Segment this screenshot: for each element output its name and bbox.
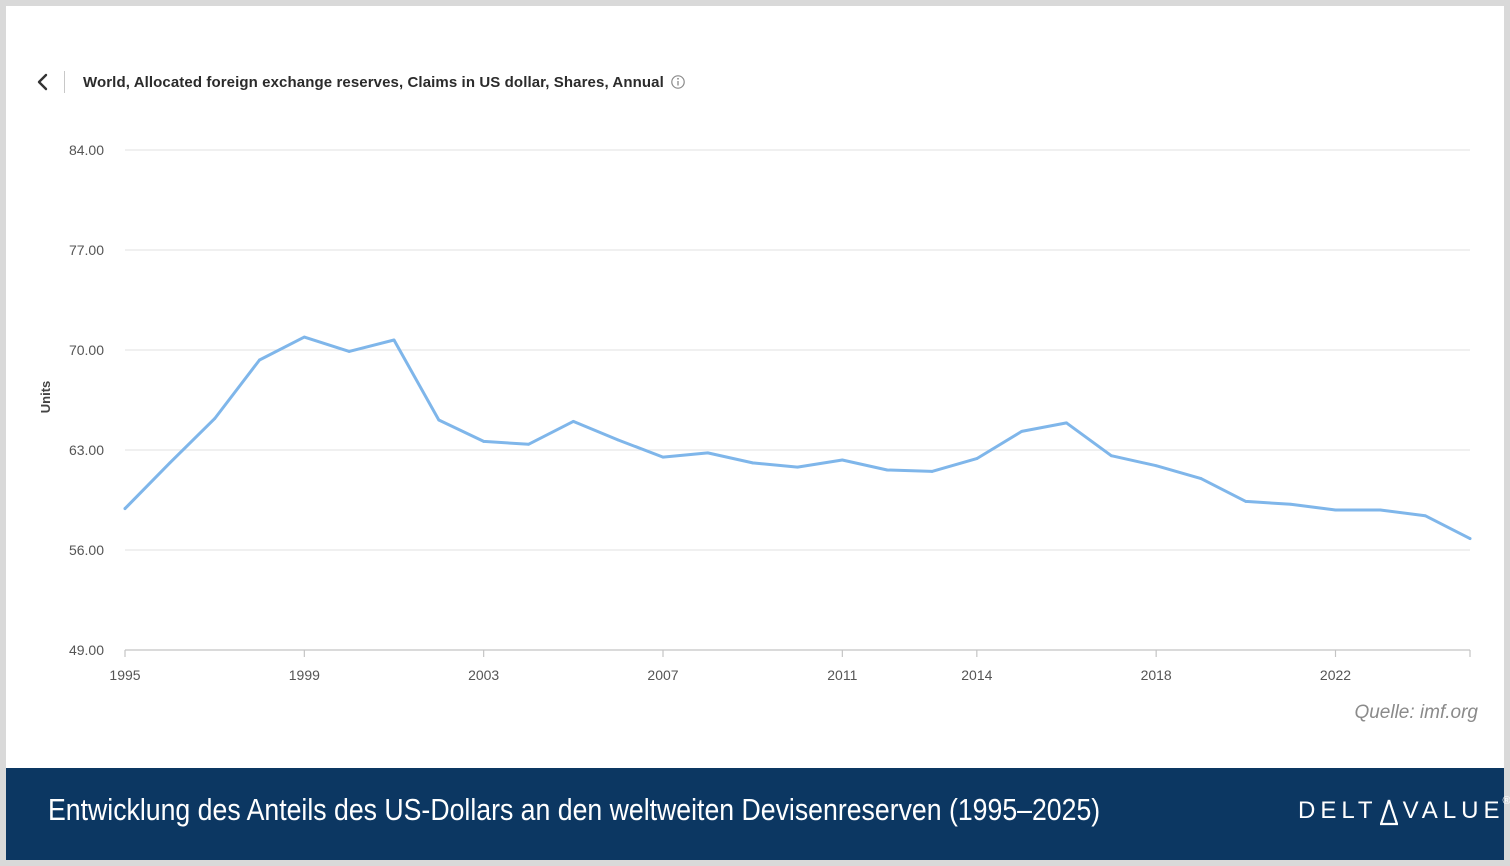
chart-title: World, Allocated foreign exchange reserv…	[83, 73, 664, 91]
x-tick-label: 1995	[109, 667, 140, 683]
y-tick-label: 70.00	[69, 342, 104, 358]
delta-triangle-icon	[1379, 799, 1398, 826]
header-divider	[64, 71, 65, 93]
data-point	[616, 438, 620, 442]
brand-logo: DELT VALUE ®	[1298, 794, 1510, 828]
line-chart: 49.00 56.00 63.00 70.00 77.00 84.00 1995 1999 20…	[38, 142, 1472, 683]
data-point	[302, 335, 306, 339]
data-point	[1334, 508, 1337, 512]
data-point	[840, 458, 844, 462]
data-point	[168, 461, 172, 465]
chevron-left-icon	[37, 73, 48, 91]
data-point	[437, 418, 441, 422]
data-point	[571, 420, 575, 423]
data-point	[527, 442, 530, 446]
back-button[interactable]	[30, 69, 56, 95]
data-point	[975, 457, 979, 460]
footer-banner: Entwicklung des Anteils des US-Dollars a…	[6, 768, 1510, 860]
data-point	[347, 350, 351, 353]
x-tick-label: 1999	[289, 667, 320, 683]
y-tick-label: 56.00	[69, 542, 104, 558]
data-point	[482, 440, 486, 443]
data-point	[1020, 430, 1024, 433]
data-point	[392, 338, 396, 342]
data-point	[1378, 508, 1382, 512]
data-point	[258, 358, 261, 362]
chart-header: World, Allocated foreign exchange reserv…	[30, 62, 686, 102]
data-point	[751, 461, 755, 465]
x-tick-label: 2018	[1141, 667, 1172, 683]
x-tick-label: 2014	[961, 667, 992, 683]
data-point	[1109, 454, 1113, 458]
source-note: Quelle: imf.org	[1354, 702, 1478, 723]
footer-caption: Entwicklung des Anteils des US-Dollars a…	[48, 792, 1101, 827]
y-axis-label: Units	[38, 381, 53, 414]
data-point	[1244, 500, 1248, 503]
y-tick-label: 49.00	[69, 642, 104, 658]
data-point	[1468, 537, 1472, 540]
y-tick-label: 63.00	[69, 442, 104, 458]
data-point	[213, 417, 217, 420]
info-icon	[671, 75, 685, 89]
data-point	[1154, 464, 1158, 468]
x-tick-label: 2022	[1320, 667, 1351, 683]
x-tick-label: 2003	[468, 667, 499, 683]
registered-mark: ®	[1502, 795, 1510, 807]
data-point	[885, 468, 889, 472]
data-point	[796, 465, 799, 469]
y-tick-label: 77.00	[69, 242, 104, 258]
data-point	[1199, 477, 1203, 480]
x-tick-label: 2007	[647, 667, 678, 683]
data-point	[123, 507, 127, 510]
brand-prefix: DELT	[1298, 797, 1378, 824]
data-point	[1289, 502, 1293, 506]
data-point	[1065, 421, 1068, 425]
x-tick-label: 2011	[827, 667, 857, 683]
data-point	[930, 470, 934, 473]
data-point	[1423, 514, 1427, 518]
data-point	[706, 451, 710, 455]
data-point	[661, 455, 665, 459]
info-button[interactable]	[670, 74, 686, 90]
brand-suffix: VALUE	[1402, 797, 1505, 824]
chart-panel	[6, 6, 1504, 860]
series-line	[123, 335, 1472, 541]
y-tick-label: 84.00	[69, 142, 104, 158]
